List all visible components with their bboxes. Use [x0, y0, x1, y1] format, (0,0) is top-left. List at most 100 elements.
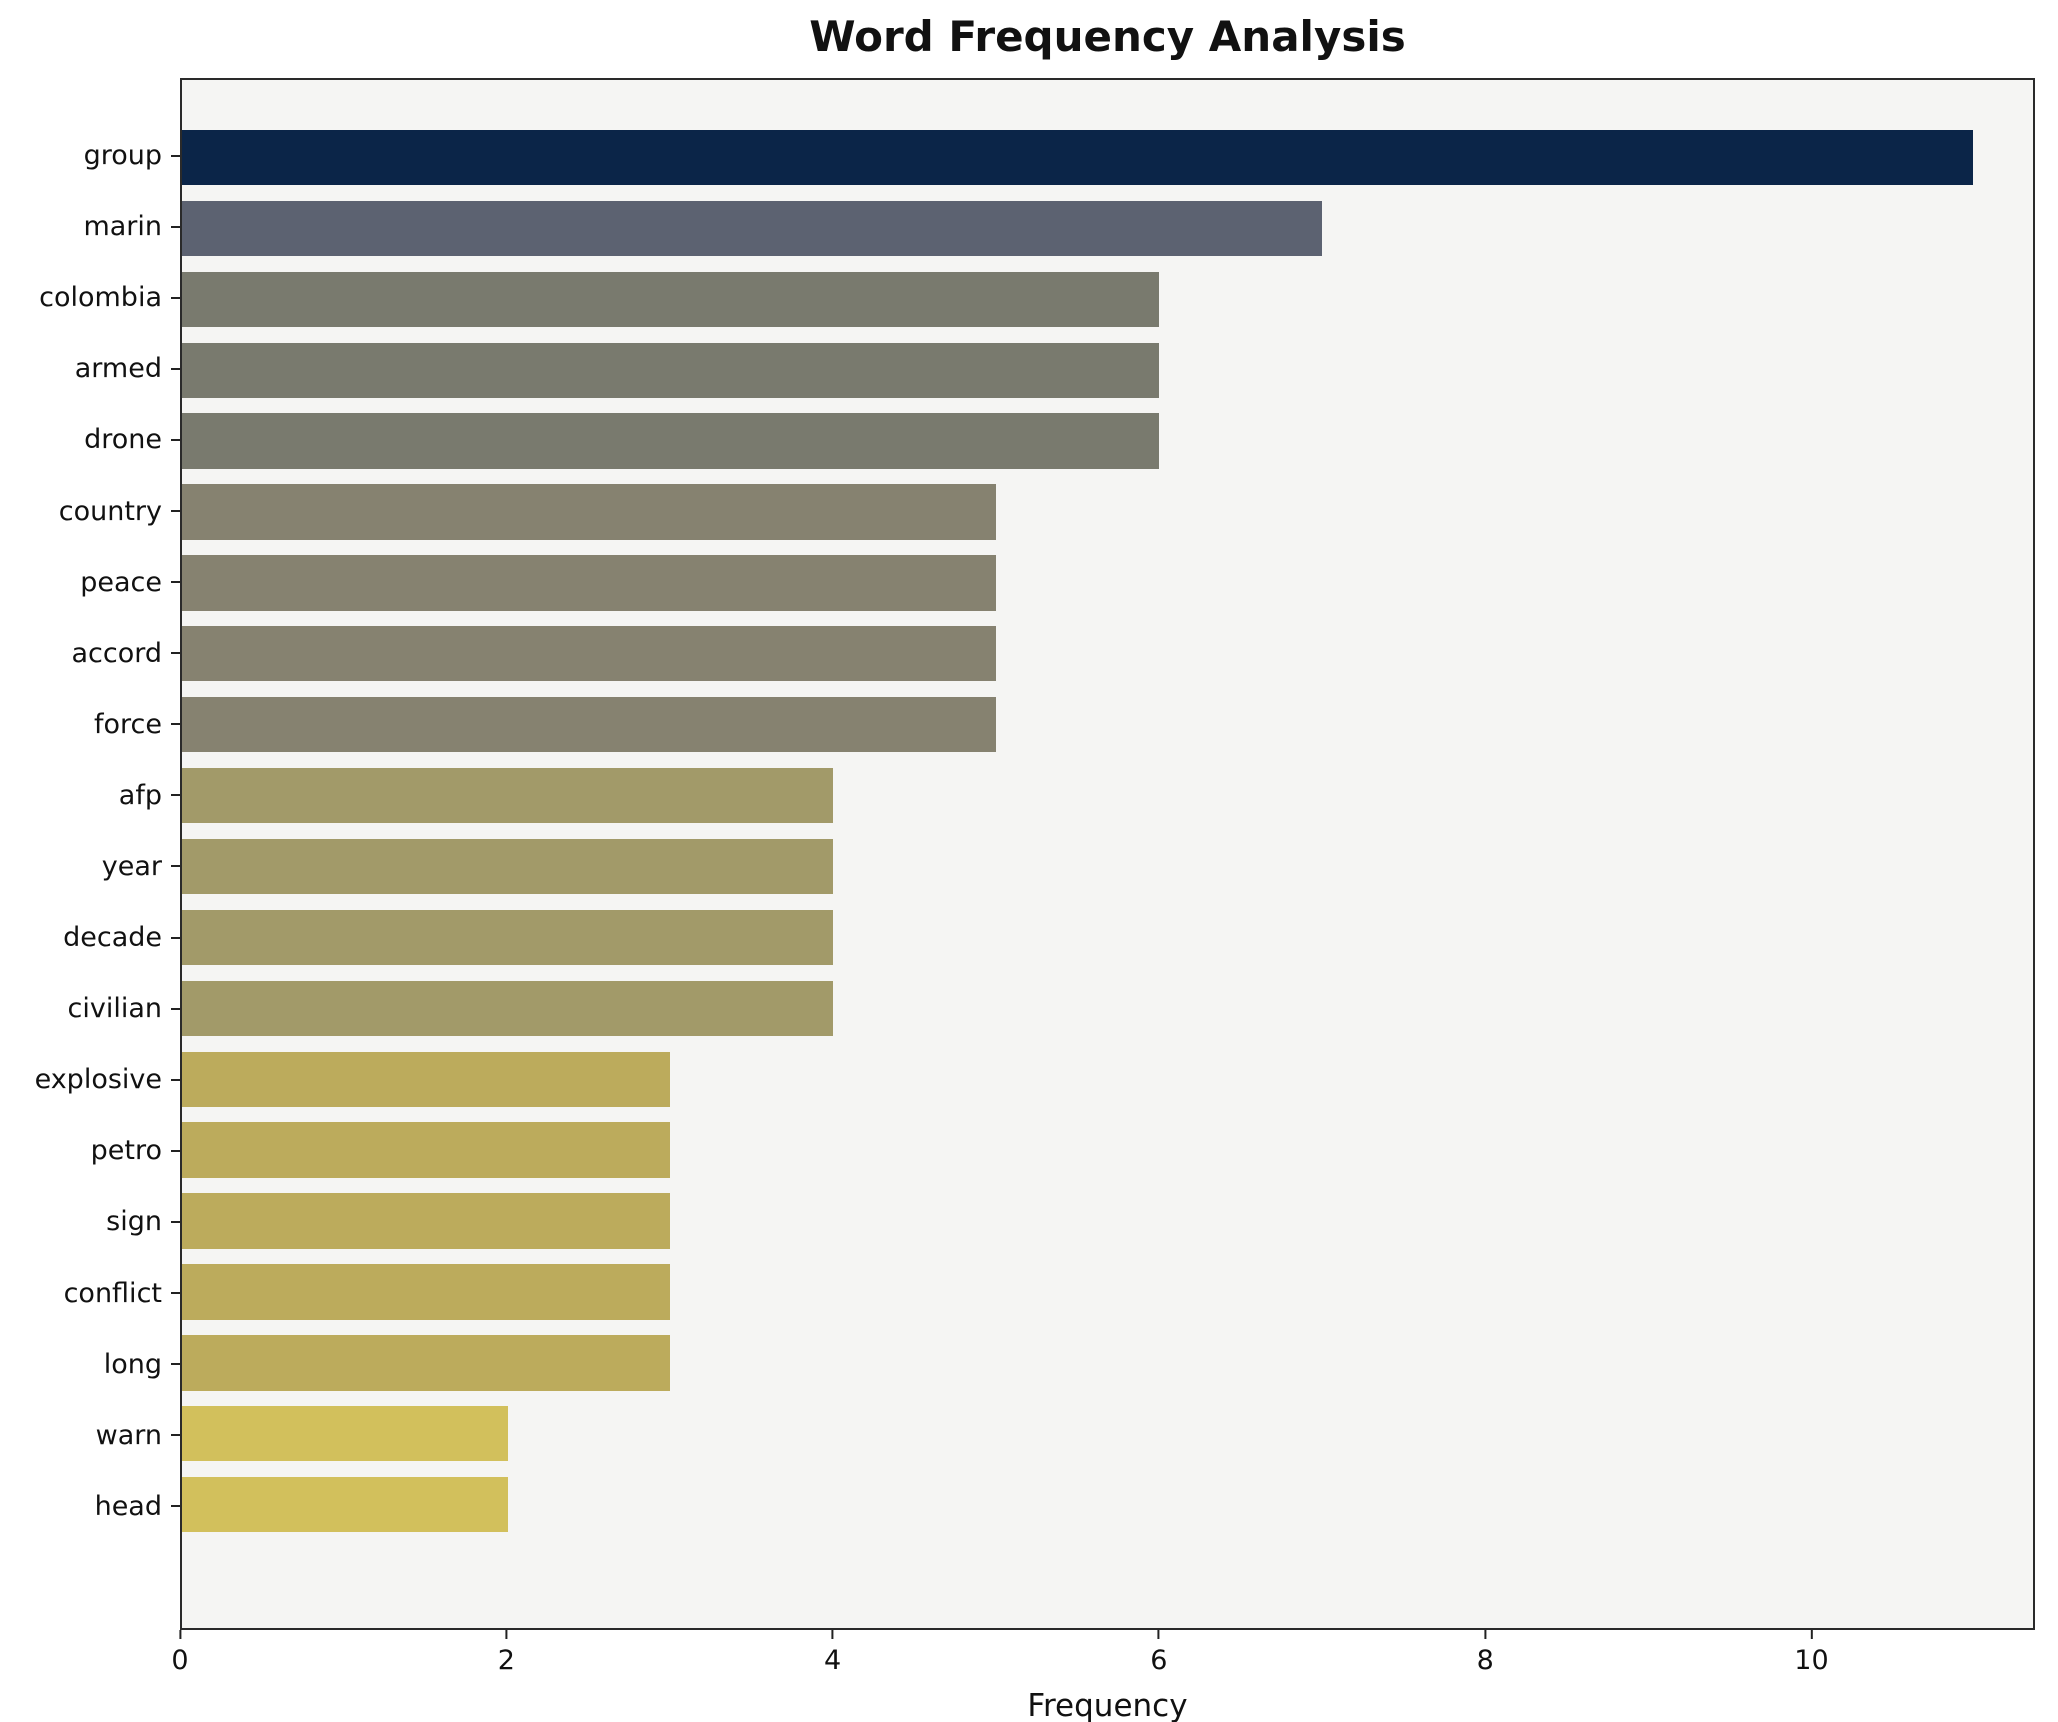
x-tick-6: 6 — [1150, 1630, 1167, 1676]
y-tick-mark — [171, 1220, 180, 1223]
x-tick-mark — [1484, 1630, 1487, 1639]
y-label-text: sign — [106, 1206, 162, 1238]
y-tick-mark — [171, 1505, 180, 1508]
bar-group — [182, 129, 1973, 186]
x-axis: 0 2 4 6 8 10 — [171, 1630, 2035, 1690]
bar-row-force — [182, 689, 2033, 760]
bar-row-civilian — [182, 973, 2033, 1044]
bar-row-conflict — [182, 1257, 2033, 1328]
bar-decade — [182, 909, 834, 966]
y-label-text: year — [101, 850, 162, 882]
y-label-text: drone — [84, 424, 162, 456]
y-label-text: conflict — [63, 1277, 162, 1309]
y-tick-mark — [171, 296, 180, 299]
y-label-conflict: conflict — [0, 1258, 180, 1329]
y-label-text: afp — [118, 779, 162, 811]
y-label-long: long — [0, 1329, 180, 1400]
y-label-accord: accord — [0, 618, 180, 689]
y-tick-mark — [171, 438, 180, 441]
bar-afp — [182, 767, 834, 824]
bar-row-country — [182, 477, 2033, 548]
x-tick-mark — [505, 1630, 508, 1639]
y-label-text: peace — [80, 566, 162, 598]
x-tick-label: 8 — [1476, 1645, 1494, 1676]
bar-row-decade — [182, 902, 2033, 973]
bar-country — [182, 484, 996, 540]
y-label-head: head — [0, 1471, 180, 1542]
bar-marin — [182, 200, 1322, 256]
bar-row-accord — [182, 618, 2033, 689]
bar-row-sign — [182, 1186, 2033, 1257]
bar-accord — [182, 626, 996, 682]
y-label-armed: armed — [0, 333, 180, 404]
x-tick-mark — [831, 1630, 834, 1639]
bar-drone — [182, 413, 1159, 469]
y-tick-mark — [171, 154, 180, 157]
y-label-sign: sign — [0, 1186, 180, 1257]
y-tick-mark — [171, 1434, 180, 1437]
y-tick-mark — [171, 936, 180, 939]
x-tick-mark — [1157, 1630, 1160, 1639]
y-label-peace: peace — [0, 547, 180, 618]
y-label-text: explosive — [34, 1064, 162, 1096]
y-label-text: marin — [83, 211, 162, 243]
bar-peace — [182, 555, 996, 611]
x-axis-label: Frequency — [1027, 1688, 1188, 1722]
y-label-civilian: civilian — [0, 973, 180, 1044]
bar-warn — [182, 1406, 508, 1462]
bar-force — [182, 697, 996, 753]
bar-row-armed — [182, 335, 2033, 406]
y-label-text: colombia — [39, 282, 162, 314]
bar-explosive — [182, 1051, 671, 1107]
chart-body: group marin colombia armed drone country peace… — [0, 78, 2035, 1630]
y-tick-mark — [171, 723, 180, 726]
y-label-group: group — [0, 120, 180, 191]
y-tick-mark — [171, 367, 180, 370]
chart-title: Word Frequency Analysis — [809, 12, 1406, 61]
x-tick-8: 8 — [1477, 1630, 1494, 1676]
bar-row-group — [182, 122, 2033, 193]
y-label-colombia: colombia — [0, 262, 180, 333]
bar-sign — [182, 1193, 671, 1249]
bar-armed — [182, 342, 1159, 398]
x-tick-label: 4 — [824, 1645, 842, 1676]
y-tick-mark — [171, 794, 180, 797]
bar-year — [182, 838, 834, 895]
y-label-text: group — [83, 140, 162, 172]
bar-petro — [182, 1122, 671, 1178]
x-tick-label: 0 — [171, 1645, 189, 1676]
y-label-drone: drone — [0, 404, 180, 475]
x-tick-mark — [179, 1630, 181, 1639]
y-axis: group marin colombia armed drone country peace… — [0, 78, 180, 1630]
y-label-text: decade — [63, 922, 162, 954]
bar-row-explosive — [182, 1044, 2033, 1115]
bar-row-peace — [182, 547, 2033, 618]
plot-area — [180, 78, 2035, 1630]
bar-civilian — [182, 980, 834, 1036]
y-tick-mark — [171, 652, 180, 655]
x-tick-label: 6 — [1150, 1645, 1168, 1676]
y-label-text: country — [58, 495, 162, 527]
x-tick-10: 10 — [1794, 1630, 1829, 1676]
x-tick-label: 2 — [497, 1645, 515, 1676]
bar-row-colombia — [182, 264, 2033, 335]
y-label-text: force — [94, 708, 162, 740]
bar-row-long — [182, 1327, 2033, 1398]
bar-row-petro — [182, 1115, 2033, 1186]
y-label-decade: decade — [0, 902, 180, 973]
bar-head — [182, 1477, 508, 1533]
y-tick-mark — [171, 225, 180, 228]
y-label-year: year — [0, 831, 180, 902]
y-label-country: country — [0, 475, 180, 546]
y-label-afp: afp — [0, 760, 180, 831]
x-tick-label: 10 — [1794, 1645, 1829, 1676]
x-tick-4: 4 — [824, 1630, 841, 1676]
y-tick-mark — [171, 1149, 180, 1152]
bar-row-marin — [182, 193, 2033, 264]
y-label-text: petro — [90, 1135, 162, 1167]
bar-conflict — [182, 1264, 671, 1320]
y-tick-mark — [171, 1292, 180, 1295]
y-tick-mark — [171, 1363, 180, 1366]
y-tick-mark — [171, 510, 180, 513]
